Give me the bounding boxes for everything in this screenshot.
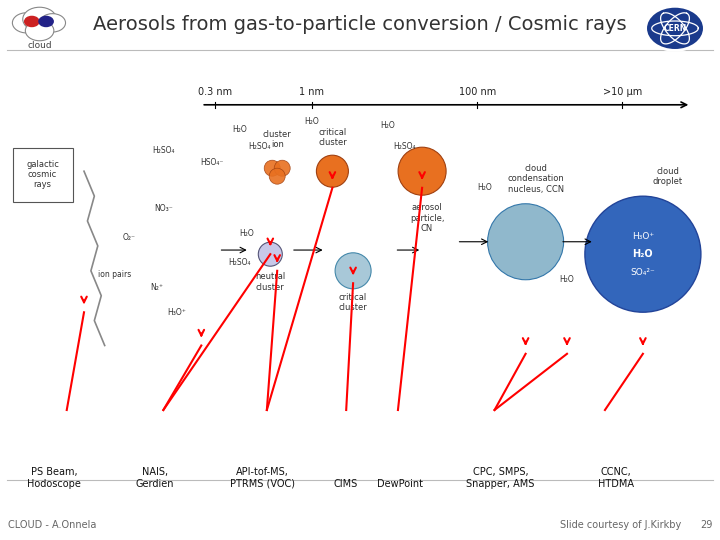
Circle shape [274,160,290,176]
Text: PS Beam,
Hodoscope: PS Beam, Hodoscope [27,467,81,489]
Text: NO₃⁻: NO₃⁻ [154,204,173,213]
Text: NAIS,
Gerdien: NAIS, Gerdien [135,467,174,489]
Text: 1 nm: 1 nm [300,87,324,97]
Text: H₂O: H₂O [559,275,575,284]
Text: CPC, SMPS,
Snapper, AMS: CPC, SMPS, Snapper, AMS [467,467,534,489]
Text: cloud: cloud [27,41,52,50]
Text: O₂⁻: O₂⁻ [122,233,135,242]
Text: aerosol
particle,
CN: aerosol particle, CN [410,203,444,233]
Text: 0.3 nm: 0.3 nm [198,87,232,97]
Text: SO₄²⁻: SO₄²⁻ [631,268,655,276]
Circle shape [258,242,282,266]
Text: H₂SO₄: H₂SO₄ [152,146,174,155]
Text: H₂O: H₂O [477,183,492,192]
Text: H₂SO₄: H₂SO₄ [394,142,416,151]
Circle shape [646,6,704,50]
Text: API-tof-MS,
PTRMS (VOC): API-tof-MS, PTRMS (VOC) [230,467,295,489]
Text: H₂O: H₂O [380,121,395,130]
Text: neutral
cluster: neutral cluster [255,272,285,292]
Text: 29: 29 [700,520,712,530]
Text: cloud
droplet: cloud droplet [653,167,683,186]
Text: H₂O: H₂O [239,229,253,238]
Circle shape [23,7,56,31]
Text: CERN: CERN [663,24,687,33]
Text: galactic
cosmic
rays: galactic cosmic rays [26,160,59,190]
Text: H₂O: H₂O [232,125,247,134]
Text: Aerosols from gas-to-particle conversion / Cosmic rays: Aerosols from gas-to-particle conversion… [93,16,627,35]
Text: H₂O: H₂O [633,249,653,259]
Circle shape [24,16,39,26]
Text: critical
cluster: critical cluster [338,293,367,312]
Circle shape [487,204,564,280]
Circle shape [398,147,446,195]
FancyBboxPatch shape [13,147,73,201]
Text: critical
cluster: critical cluster [318,128,347,147]
Circle shape [40,14,66,32]
Text: cluster
ion: cluster ion [263,130,292,149]
Text: H₂SO₄: H₂SO₄ [228,258,251,267]
Text: ion pairs: ion pairs [99,271,132,280]
Text: cloud
condensation
nucleus, CCN: cloud condensation nucleus, CCN [507,164,564,194]
Text: CIMS: CIMS [333,478,358,489]
Text: HSO₄⁻: HSO₄⁻ [200,158,223,167]
Circle shape [269,168,285,184]
Text: H₃O⁺: H₃O⁺ [632,232,654,241]
Text: Slide courtesy of J.Kirkby: Slide courtesy of J.Kirkby [560,520,681,530]
Text: H₂O: H₂O [305,117,319,126]
Circle shape [335,253,371,289]
Text: CCNC,
HTDMA: CCNC, HTDMA [598,467,634,489]
Circle shape [264,160,280,176]
Circle shape [12,13,41,33]
Text: N₂⁺: N₂⁺ [150,283,163,292]
Text: H₂SO₄: H₂SO₄ [248,142,271,151]
Circle shape [39,16,53,26]
Text: 100 nm: 100 nm [459,87,496,97]
Circle shape [25,21,54,40]
Text: DewPoint: DewPoint [377,478,423,489]
Text: CLOUD - A.Onnela: CLOUD - A.Onnela [8,520,96,530]
Circle shape [316,155,348,187]
Text: >10 μm: >10 μm [603,87,642,97]
Text: H₃O⁺: H₃O⁺ [168,308,186,317]
Circle shape [585,196,701,312]
